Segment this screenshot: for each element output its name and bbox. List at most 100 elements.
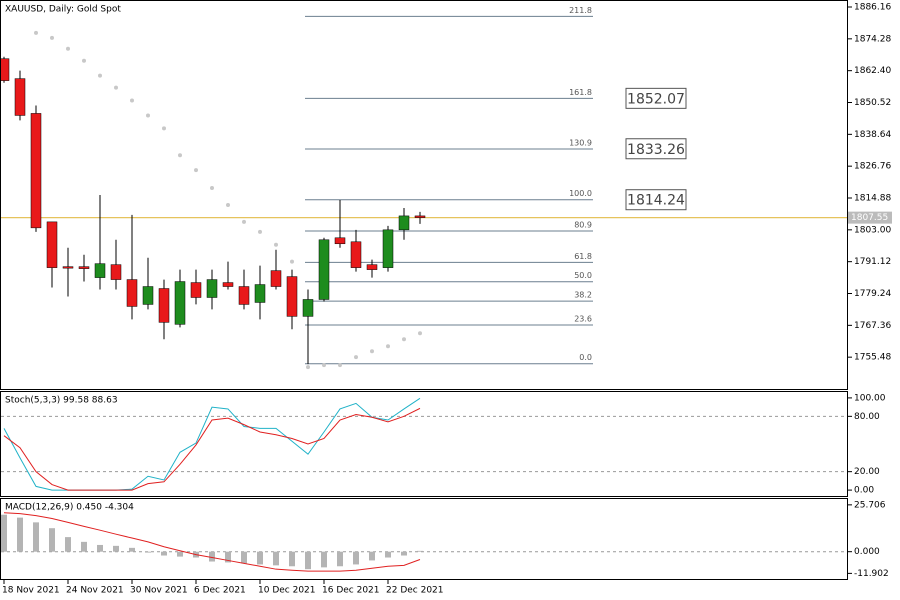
x-tick-label: 24 Nov 2021 xyxy=(66,586,124,596)
y-tick-label: 0.000 xyxy=(854,547,880,557)
macd-bar xyxy=(241,551,247,564)
fib-level: 50.0 xyxy=(305,271,593,283)
current-price-label: 1807.55 xyxy=(851,213,888,223)
sar-dot xyxy=(322,363,326,368)
macd-bar xyxy=(305,551,311,570)
y-tick-label: 20.00 xyxy=(854,467,880,477)
candle-body xyxy=(350,241,362,268)
y-tick-label: 1826.76 xyxy=(854,162,891,172)
sar-dot xyxy=(338,363,342,368)
fib-label: 50.0 xyxy=(574,271,592,280)
fib-level: 80.9 xyxy=(305,221,593,232)
macd-bar xyxy=(401,551,407,556)
fib-label: 61.8 xyxy=(574,252,592,261)
y-tick-label: 1850.52 xyxy=(854,98,891,108)
fib-label: 0.0 xyxy=(579,353,592,362)
sar-dot xyxy=(386,344,390,349)
y-tick-label: 100.00 xyxy=(854,393,886,403)
x-tick-label: 18 Nov 2021 xyxy=(2,586,60,596)
fib-label: 23.6 xyxy=(574,315,592,324)
candle-body xyxy=(286,276,298,317)
fib-level: 0.0 xyxy=(305,353,593,365)
candle-body xyxy=(78,266,90,269)
fib-level: 23.6 xyxy=(305,315,593,326)
fib-label: 100.0 xyxy=(569,189,592,198)
macd-bar xyxy=(1,514,7,552)
sar-dot xyxy=(162,126,166,131)
sar-dot xyxy=(418,331,422,336)
candle-body xyxy=(302,299,314,317)
pane-content xyxy=(1,397,847,491)
sar-dot xyxy=(98,73,102,78)
macd-bar xyxy=(177,551,183,557)
macd-bar xyxy=(209,551,215,562)
macd-bar xyxy=(161,551,167,556)
macd-bar xyxy=(225,551,231,563)
candle-body xyxy=(14,78,26,116)
candle-body xyxy=(254,284,266,303)
sar-dot xyxy=(130,98,134,103)
candle-body xyxy=(62,266,74,269)
sar-dot xyxy=(290,259,294,264)
y-tick-label: 1779.24 xyxy=(854,289,891,299)
sar-dot xyxy=(258,229,262,234)
candle-body xyxy=(398,215,410,231)
fib-label: 161.8 xyxy=(569,88,592,97)
sar-dot xyxy=(354,355,358,360)
y-tick-label: 1755.48 xyxy=(854,353,891,363)
y-tick-label: 1838.64 xyxy=(854,130,891,140)
candle-body xyxy=(142,286,154,305)
sar-dot xyxy=(274,242,278,247)
candle-body xyxy=(158,288,170,323)
candle-body xyxy=(366,264,378,270)
pane-content xyxy=(1,512,847,572)
y-tick-label: 1767.36 xyxy=(854,321,891,331)
macd-bar xyxy=(257,551,263,565)
macd-bar xyxy=(81,541,87,552)
fib-level: 211.8 xyxy=(305,6,593,17)
macd-bar xyxy=(33,522,39,552)
price-label: 1814.24 xyxy=(627,193,685,209)
fib-level: 100.0 xyxy=(305,189,593,201)
y-tick-label: 1874.28 xyxy=(854,34,891,44)
macd-bar xyxy=(145,551,151,553)
macd-bar xyxy=(321,551,327,568)
macd-bar xyxy=(337,551,343,567)
sar-dot xyxy=(146,113,150,118)
y-tick-label: 0.00 xyxy=(854,486,874,496)
sar-dot xyxy=(402,337,406,342)
macd-bar xyxy=(289,551,295,567)
sar-dot xyxy=(114,85,118,90)
sar-dot xyxy=(210,186,214,191)
y-tick-label: 1862.40 xyxy=(854,66,891,76)
candle-body xyxy=(126,279,138,307)
macd-bar xyxy=(49,528,55,552)
price-label: 1833.26 xyxy=(627,142,685,158)
candle-body xyxy=(270,270,282,287)
candle-body xyxy=(46,221,58,268)
fib-label: 38.2 xyxy=(574,291,592,300)
y-tick-label: 1803.00 xyxy=(854,225,891,235)
macd-bar xyxy=(417,550,423,552)
candle-body xyxy=(318,239,330,300)
sar-dot xyxy=(178,153,182,158)
macd-bar xyxy=(17,517,23,552)
x-tick-label: 6 Dec 2021 xyxy=(194,586,246,596)
candle-body xyxy=(110,264,122,280)
candle-body xyxy=(414,215,426,218)
fib-label: 211.8 xyxy=(569,6,592,15)
y-tick-label: 1814.88 xyxy=(854,194,891,204)
price-label-box xyxy=(625,138,687,160)
y-tick-label: 1886.16 xyxy=(854,3,891,13)
sar-dot xyxy=(50,35,54,40)
pane-content: 0.0 23.6 38.2 50.0 61.8 80.9 100.0 130.9 161.8 21… xyxy=(1,6,847,370)
sar-dot xyxy=(82,58,86,63)
y-tick-label: 1791.12 xyxy=(854,257,891,267)
fib-level: 38.2 xyxy=(305,291,593,302)
pane-title: MACD(12,26,9) 0.450 -4.304 xyxy=(5,503,134,513)
pane-title: XAUUSD, Daily: Gold Spot xyxy=(5,5,121,15)
candle-body xyxy=(30,113,42,229)
indicator-line xyxy=(3,512,421,572)
macd-bar xyxy=(369,551,375,561)
macd-bar xyxy=(113,545,119,552)
